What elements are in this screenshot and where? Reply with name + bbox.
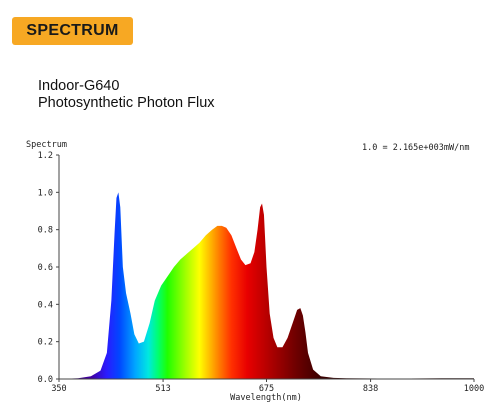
spectrum-badge-label: SPECTRUM — [26, 22, 119, 39]
x-tick-label: 675 — [259, 384, 274, 394]
y-tick-label: 0.6 — [38, 263, 53, 273]
chart-subtitle: Photosynthetic Photon Flux — [38, 95, 215, 111]
y-tick-label: 0.8 — [38, 226, 53, 236]
x-tick-label: 513 — [155, 384, 170, 394]
x-tick-label: 350 — [51, 384, 66, 394]
y-tick-label: 0.4 — [38, 300, 53, 310]
x-tick-label: 838 — [363, 384, 378, 394]
scale-annotation: 1.0 = 2.165e+003mW/nm — [362, 143, 469, 153]
x-tick-label: 1000 — [464, 384, 484, 394]
y-tick-label: 1.2 — [38, 151, 53, 161]
plot-area: 0.0 0.2 0.4 0.6 0.8 1.0 1.2 350 513 675 838 1000 — [38, 151, 485, 394]
spectrum-badge: SPECTRUM — [12, 17, 133, 45]
product-title: Indoor-G640 — [38, 78, 120, 94]
spectrum-area — [59, 192, 474, 379]
y-tick-label: 1.0 — [38, 188, 53, 198]
y-tick-label: 0.0 — [38, 375, 53, 385]
y-tick-label: 0.2 — [38, 338, 53, 348]
y-axis-label: Spectrum — [26, 140, 67, 150]
x-axis-label: Wavelength(nm) — [230, 393, 302, 403]
